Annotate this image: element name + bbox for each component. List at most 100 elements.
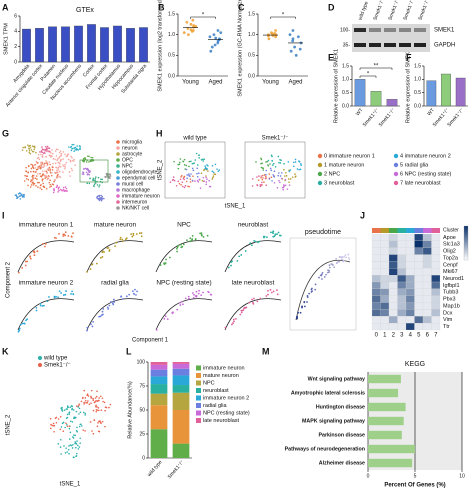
- cell-dot: [260, 166, 263, 169]
- heat-cell: [397, 275, 407, 283]
- cell-dot: [49, 154, 52, 157]
- cell-dot: [76, 452, 78, 455]
- cell-dot: [212, 175, 215, 177]
- cell-dot: [27, 165, 30, 168]
- cell-dot: [30, 167, 33, 170]
- cell-dot: [40, 164, 42, 166]
- cell-dot: [41, 154, 44, 156]
- cell-dot: [274, 165, 277, 168]
- trajectory: [86, 240, 144, 273]
- cell-dot: [108, 177, 111, 179]
- cell-dot: [31, 165, 34, 168]
- cell-dot: [91, 325, 94, 328]
- cell-dot: [41, 174, 44, 177]
- cell-dot: [54, 158, 56, 161]
- heat-cell: [397, 295, 407, 303]
- cell-dot: [72, 160, 75, 162]
- cell-dot: [95, 404, 97, 407]
- cell-dot: [71, 156, 73, 159]
- heat-cell: [388, 240, 398, 248]
- heat-cell: [388, 288, 398, 296]
- cell-dot: [94, 177, 97, 180]
- cell-dot: [253, 297, 255, 300]
- tsne-frame: [164, 141, 226, 199]
- cell-dot: [17, 330, 20, 333]
- cell-dot: [347, 253, 350, 256]
- tsne-frame: [244, 141, 306, 199]
- cell-dot: [35, 185, 37, 187]
- cell-dot: [68, 425, 71, 427]
- legend-label: 7 late neuroblast: [400, 180, 441, 186]
- cell-dot: [70, 167, 73, 170]
- cell-dot: [79, 411, 82, 414]
- cell-dot: [97, 195, 100, 197]
- cell-dot: [265, 173, 267, 176]
- cell-dot: [35, 160, 38, 163]
- y-tick-label: 0.5: [168, 53, 175, 59]
- cell-dot: [273, 176, 276, 178]
- cell-dot: [114, 245, 116, 248]
- cell-dot: [88, 403, 91, 405]
- cell-dot: [21, 266, 24, 269]
- cell-dot: [183, 158, 186, 161]
- cell-dot: [82, 411, 85, 414]
- stack-segment: [172, 375, 190, 386]
- cell-dot: [244, 250, 247, 252]
- panel-letter: D: [328, 2, 335, 12]
- cell-dot: [17, 193, 20, 195]
- cell-dot: [57, 167, 59, 169]
- cell-dot: [175, 185, 178, 187]
- cell-dot: [230, 323, 233, 326]
- cell-dot: [71, 159, 74, 162]
- cell-dot: [62, 189, 65, 191]
- cell-dot: [55, 155, 58, 157]
- cell-dot: [67, 153, 69, 156]
- cell-dot: [272, 162, 275, 165]
- cell-dot: [35, 307, 38, 309]
- cell-dot: [262, 177, 264, 179]
- cell-dot: [179, 301, 181, 304]
- y-label: Relative expression of SMEK1: [333, 49, 339, 123]
- legend-dot: [116, 170, 120, 174]
- panel-subtitle: pseudotime: [305, 229, 341, 236]
- cell-dot: [89, 421, 92, 423]
- cell-dot: [30, 184, 33, 186]
- cell-dot: [303, 305, 306, 308]
- cell-dot: [258, 240, 261, 243]
- cell-dot: [31, 175, 34, 178]
- cell-dot: [109, 403, 112, 406]
- cell-dot: [232, 318, 235, 321]
- legend-swatch: [196, 418, 201, 423]
- legend-label: immature neuron: [203, 365, 245, 371]
- cell-dot: [265, 175, 267, 178]
- cell-dot: [32, 250, 35, 253]
- cell-dot: [41, 146, 43, 148]
- cell-dot: [32, 177, 34, 179]
- cell-dot: [99, 315, 102, 318]
- cell-dot: [262, 169, 265, 171]
- legend-dot: [317, 180, 323, 186]
- heat-cell: [388, 281, 398, 289]
- cell-dot: [283, 162, 285, 165]
- cell-dot: [92, 177, 95, 180]
- heat-cell: [397, 254, 407, 262]
- y-tick-label: 0.0: [168, 73, 175, 79]
- cell-dot: [259, 185, 262, 188]
- cell-dot: [66, 425, 69, 428]
- point: [274, 29, 278, 32]
- cell-dot: [270, 231, 272, 234]
- cell-dot: [113, 301, 116, 303]
- cell-dot: [98, 199, 101, 202]
- cell-dot: [45, 160, 47, 162]
- bar: [441, 73, 451, 107]
- cell-dot: [26, 260, 29, 263]
- bar: [126, 28, 135, 63]
- panel-subtitle: radial glia: [101, 280, 129, 287]
- cell-dot: [191, 235, 194, 237]
- x-tick-label: 10: [459, 473, 465, 479]
- heat-cell: [388, 295, 398, 303]
- cell-dot: [89, 268, 92, 271]
- cell-dot: [27, 184, 29, 187]
- trajectory: [155, 240, 213, 273]
- cell-dot: [78, 425, 81, 428]
